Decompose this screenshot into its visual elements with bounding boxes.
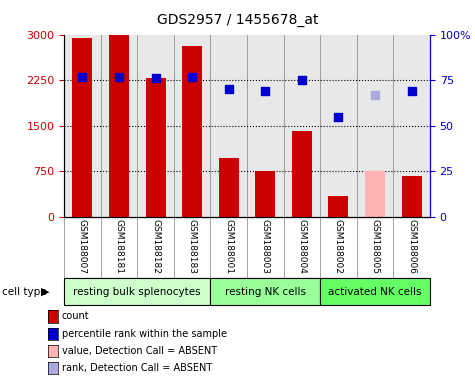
Point: [78, 73, 86, 79]
Text: GSM188183: GSM188183: [188, 219, 197, 275]
Text: GSM188005: GSM188005: [370, 219, 380, 275]
Text: resting NK cells: resting NK cells: [225, 287, 306, 297]
Text: GSM188003: GSM188003: [261, 219, 270, 275]
Point: [152, 75, 160, 81]
Bar: [292, 131, 312, 217]
Bar: [218, 158, 239, 217]
Text: GSM188182: GSM188182: [151, 219, 160, 274]
Text: GSM188002: GSM188002: [334, 219, 343, 274]
Text: GSM188004: GSM188004: [297, 219, 306, 274]
Bar: [320, 278, 430, 305]
Text: GSM188181: GSM188181: [114, 219, 124, 275]
Bar: [255, 171, 276, 217]
Text: GSM188001: GSM188001: [224, 219, 233, 275]
Text: activated NK cells: activated NK cells: [328, 287, 422, 297]
Bar: [210, 278, 320, 305]
Bar: [401, 175, 422, 217]
Text: rank, Detection Call = ABSENT: rank, Detection Call = ABSENT: [62, 363, 212, 373]
Bar: [109, 35, 129, 217]
Text: percentile rank within the sample: percentile rank within the sample: [62, 329, 227, 339]
Point: [298, 77, 306, 83]
Bar: [328, 196, 349, 217]
Text: value, Detection Call = ABSENT: value, Detection Call = ABSENT: [62, 346, 217, 356]
Point: [261, 88, 269, 94]
Text: cell type: cell type: [2, 287, 47, 297]
Text: ▶: ▶: [41, 287, 49, 297]
Bar: [72, 38, 93, 217]
Text: resting bulk splenocytes: resting bulk splenocytes: [74, 287, 201, 297]
Text: GSM188006: GSM188006: [407, 219, 416, 275]
Bar: [64, 278, 210, 305]
Point: [115, 73, 123, 79]
Bar: [182, 46, 202, 217]
Text: count: count: [62, 311, 89, 321]
Point: [408, 88, 415, 94]
Point: [334, 114, 342, 120]
Point: [188, 73, 196, 79]
Text: GDS2957 / 1455678_at: GDS2957 / 1455678_at: [157, 13, 318, 27]
Point: [371, 92, 379, 98]
Bar: [145, 78, 166, 217]
Point: [225, 86, 233, 93]
Text: GSM188007: GSM188007: [78, 219, 87, 275]
Bar: [365, 171, 385, 217]
